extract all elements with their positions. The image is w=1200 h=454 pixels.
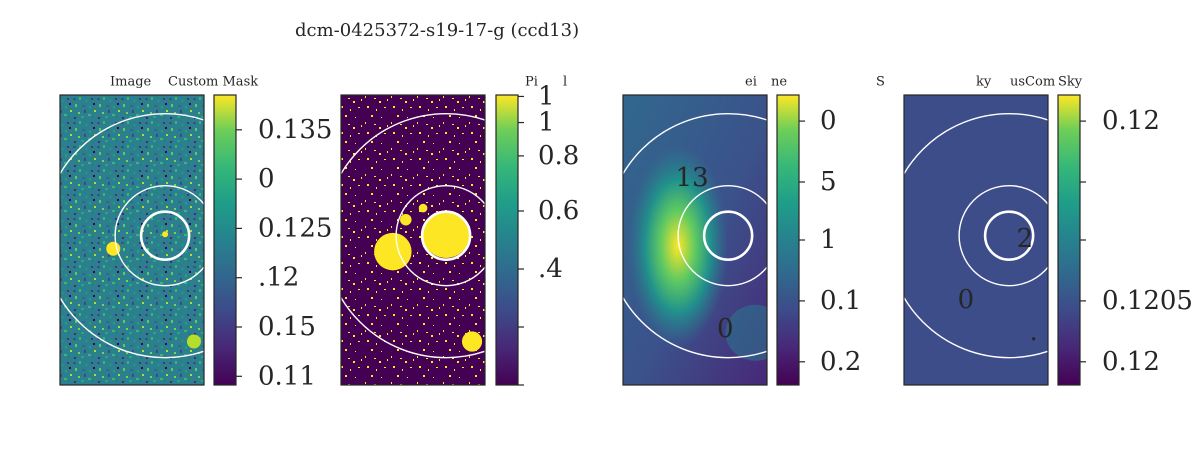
outer-aperture (60, 112, 204, 359)
colorbar-tick-label: 0 (258, 164, 275, 194)
panel-label: ky (976, 75, 992, 90)
target-aperture (139, 210, 191, 261)
annotation: . (1029, 317, 1037, 347)
colorbar-tick-label: 0 (820, 106, 837, 136)
colorbar-tick-label: 5 (820, 167, 837, 197)
panel-label: S (876, 75, 885, 90)
colorbar (214, 95, 236, 385)
inner-aperture (958, 184, 1048, 287)
background-knot (725, 304, 767, 361)
panel-3: ei ne S 13 0 0 5 1 0.1 0.2 (622, 75, 885, 386)
colorbar-tick-label: 0.1205 (1102, 286, 1193, 316)
panel-image (904, 95, 1048, 385)
annotation: 0 (958, 285, 975, 315)
panel-1: Image Custom Mask 0.135 0 0.125 .12 0.15 0.11 (59, 75, 332, 391)
knot-mask (461, 331, 483, 352)
colorbar-tick-label: 0.125 (258, 213, 332, 243)
colorbar-tick-label: .4 (538, 254, 563, 284)
outer-aperture (341, 112, 485, 359)
colorbar-tick-label: 0.2 (820, 347, 861, 377)
target-aperture (983, 210, 1035, 261)
colorbar-tick-label: .12 (258, 263, 299, 293)
small-mask (418, 203, 428, 213)
panel-label: usCom (1010, 75, 1055, 90)
colorbar-tick-label: 0.12 (1102, 106, 1160, 136)
target-aperture (702, 210, 754, 261)
colorbar-tick-label: 1 (538, 81, 555, 111)
panel-image (623, 95, 767, 385)
colorbar-tick-label: 0.1 (820, 286, 861, 316)
panel-frame (59, 94, 205, 386)
target-mask (422, 210, 470, 258)
panel-label: Sky (1058, 75, 1083, 90)
hotspot-target (162, 231, 169, 238)
inner-aperture (114, 184, 204, 287)
colorbar (1058, 95, 1080, 385)
colorbar-frame (495, 94, 519, 386)
hotspot-source (106, 241, 121, 256)
panel-4: ky usCom Sky 2 0. 0.12 0.1205 0.12 (903, 75, 1193, 386)
annotation: 13 (676, 163, 709, 193)
panel-image (60, 95, 204, 385)
panel-label: l (563, 75, 567, 90)
colorbar-tick-label: 1 (820, 225, 837, 255)
colorbar-tick-label: 0.135 (258, 115, 332, 145)
panel-label: ne (771, 75, 787, 90)
figure-title: dcm-0425372-s19-17-g (ccd13) (295, 20, 580, 41)
target-aperture (420, 210, 472, 261)
colorbar (777, 95, 799, 385)
annotation: 0 (717, 314, 734, 344)
colorbar-tick-label: 0.15 (258, 312, 316, 342)
colorbar-frame (213, 94, 237, 386)
outer-aperture (623, 112, 767, 359)
inner-aperture (395, 184, 485, 287)
panel-image (341, 95, 485, 385)
outer-aperture (904, 112, 1048, 359)
colorbar (496, 95, 518, 385)
panel-label: Custom Mask (168, 75, 258, 90)
colorbar-tick-label: 0.6 (538, 196, 579, 226)
panel-frame (622, 94, 768, 386)
colorbar-tick-label: 0.12 (1102, 347, 1160, 377)
panel-label: Pi (525, 75, 538, 90)
colorbar-tick-label: 0.11 (258, 361, 316, 391)
colorbar-tick-label: 0.8 (538, 141, 579, 171)
image-pixels (904, 95, 1048, 385)
annotation: 2 (1017, 224, 1034, 254)
inner-aperture (677, 184, 767, 287)
panel-label: ei (745, 75, 757, 90)
image-pixels (60, 95, 204, 385)
panel-frame (340, 94, 486, 386)
panel-label: Image (110, 75, 152, 90)
panel-frame (903, 94, 1049, 386)
hotspot-knot (186, 334, 201, 349)
colorbar-tick-label: 1 (538, 108, 555, 138)
small-mask (400, 213, 412, 226)
